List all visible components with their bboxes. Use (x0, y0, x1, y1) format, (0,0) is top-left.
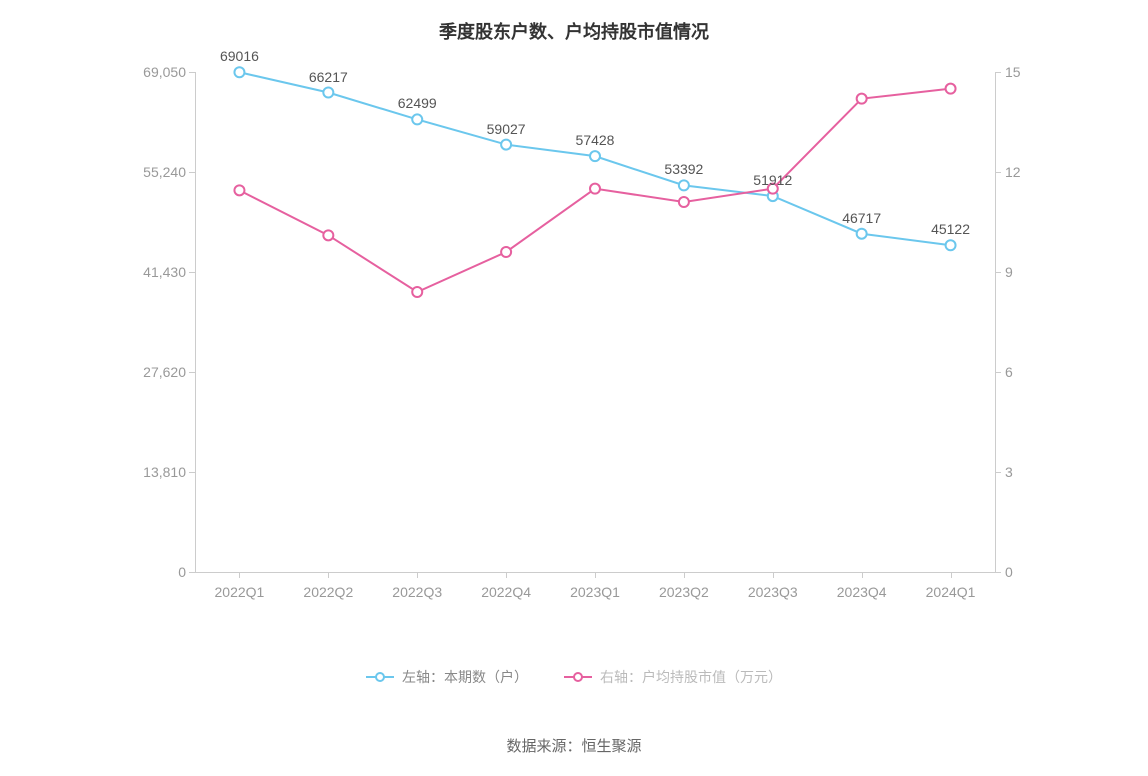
series-marker (590, 184, 600, 194)
left-axis-tick-label: 27,620 (106, 364, 186, 380)
data-point-label: 46717 (842, 210, 881, 226)
x-axis-tick-label: 2022Q3 (392, 584, 442, 600)
data-point-label: 66217 (309, 69, 348, 85)
legend-label: 右轴：户均持股市值（万元） (600, 667, 782, 687)
series-marker (234, 67, 244, 77)
plot-area: 6901666217624995902757428533925191246717… (195, 72, 995, 572)
data-point-label: 59027 (487, 121, 526, 137)
chart-container: 季度股东户数、户均持股市值情况 0 13,810 27,620 41,430 55,24… (0, 0, 1148, 776)
series-marker (590, 151, 600, 161)
right-axis-tick-label: 0 (1005, 564, 1055, 580)
series-marker (679, 180, 689, 190)
legend-item[interactable]: 左轴：本期数（户） (366, 667, 528, 687)
legend-marker-icon (375, 672, 385, 682)
left-axis-tick-label: 41,430 (106, 264, 186, 280)
data-point-label: 45122 (931, 221, 970, 237)
x-axis-tick-label: 2023Q1 (570, 584, 620, 600)
left-axis-tick-label: 0 (106, 564, 186, 580)
series-marker (501, 247, 511, 257)
source-text: 数据来源：恒生聚源 (0, 735, 1148, 756)
legend-label: 左轴：本期数（户） (402, 667, 528, 687)
right-axis-tick-label: 6 (1005, 364, 1055, 380)
chart-title: 季度股东户数、户均持股市值情况 (0, 18, 1148, 44)
series-marker (857, 94, 867, 104)
series-marker (323, 88, 333, 98)
series-marker (946, 84, 956, 94)
data-point-label: 69016 (220, 48, 259, 64)
series-marker (946, 240, 956, 250)
right-axis-tick-label: 12 (1005, 164, 1055, 180)
legend-marker-icon (573, 672, 583, 682)
data-point-label: 53392 (664, 161, 703, 177)
legend-line-icon (564, 676, 592, 678)
series-marker (412, 287, 422, 297)
x-axis-tick-label: 2023Q3 (748, 584, 798, 600)
data-point-label: 51912 (753, 172, 792, 188)
right-axis-tick-label: 15 (1005, 64, 1055, 80)
right-axis-line (995, 72, 996, 572)
x-axis-tick-label: 2022Q2 (303, 584, 353, 600)
left-axis-tick-label: 55,240 (106, 164, 186, 180)
legend-line-icon (366, 676, 394, 678)
right-axis-tick-label: 3 (1005, 464, 1055, 480)
series-marker (412, 114, 422, 124)
right-axis-tick-label: 9 (1005, 264, 1055, 280)
series-marker (679, 197, 689, 207)
left-axis-tick-label: 13,810 (106, 464, 186, 480)
data-point-label: 62499 (398, 95, 437, 111)
x-axis-tick-label: 2023Q2 (659, 584, 709, 600)
series-marker (857, 229, 867, 239)
series-marker (501, 140, 511, 150)
bottom-axis-line (195, 572, 995, 573)
x-axis-tick-label: 2023Q4 (837, 584, 887, 600)
x-axis-tick-label: 2022Q4 (481, 584, 531, 600)
series-marker (323, 230, 333, 240)
series-marker (234, 185, 244, 195)
right-axis-tick (995, 572, 1001, 573)
x-axis-tick-label: 2024Q1 (926, 584, 976, 600)
legend: 左轴：本期数（户） 右轴：户均持股市值（万元） (0, 665, 1148, 687)
x-axis-tick-label: 2022Q1 (215, 584, 265, 600)
left-axis-tick-label: 69,050 (106, 64, 186, 80)
data-point-label: 57428 (576, 132, 615, 148)
legend-item[interactable]: 右轴：户均持股市值（万元） (564, 667, 782, 687)
